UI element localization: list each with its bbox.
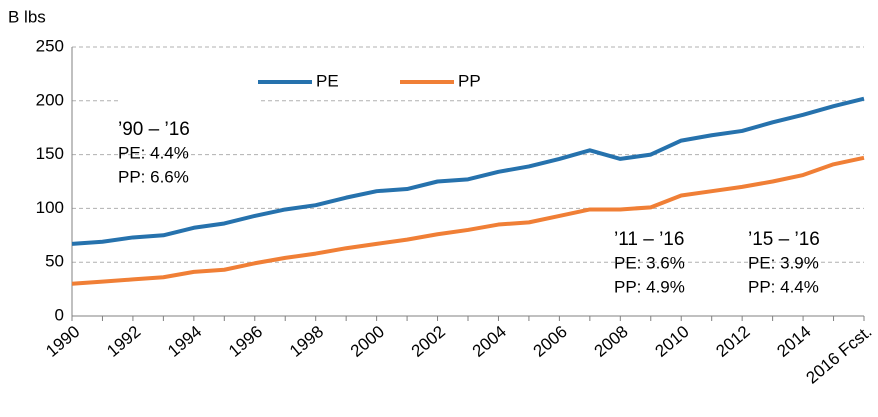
x-tick-label: 2014 [773,322,814,361]
y-tick-label: 0 [55,305,64,324]
x-tick-label: 1996 [225,322,266,361]
legend-label: PP [458,71,481,90]
y-tick-label: 150 [36,144,64,163]
x-tick-label: 1992 [103,322,144,361]
x-tick-label: 2016 Fcst. [802,322,875,388]
annotation-title: ’11 – ’16 [614,229,684,250]
x-tick-label: 2002 [408,322,449,361]
annotation-line: PP: 6.6% [118,167,189,186]
y-axis-label: B lbs [8,7,46,26]
annotation-bg [118,100,258,112]
x-tick-label: 2000 [347,322,388,361]
y-tick-label: 250 [36,36,64,55]
y-tick-label: 50 [45,252,64,271]
series-line [71,96,865,246]
x-tick-label: 1998 [286,322,327,361]
annotation-line: PE: 3.6% [614,253,685,272]
series-line [71,155,865,286]
x-tick-label: 2010 [651,322,692,361]
annotation-line: PE: 4.4% [118,143,189,162]
annotation-line: PP: 4.9% [614,277,685,296]
x-tick-label: 1994 [164,322,205,361]
x-tick-label: 2008 [591,322,632,361]
annotation-title: ’90 – ’16 [118,119,190,140]
annotation-title: ’15 – ’16 [748,229,820,250]
x-tick-label: 2006 [530,322,571,361]
annotation-line: PE: 3.9% [748,253,819,272]
y-tick-label: 200 [36,90,64,109]
x-tick-label: 2004 [469,322,510,361]
annotation-line: PP: 4.4% [748,277,819,296]
x-tick-label: 2012 [712,322,753,361]
legend-label: PE [316,71,339,90]
x-tick-label: 1990 [42,322,83,361]
y-tick-label: 100 [36,198,64,217]
